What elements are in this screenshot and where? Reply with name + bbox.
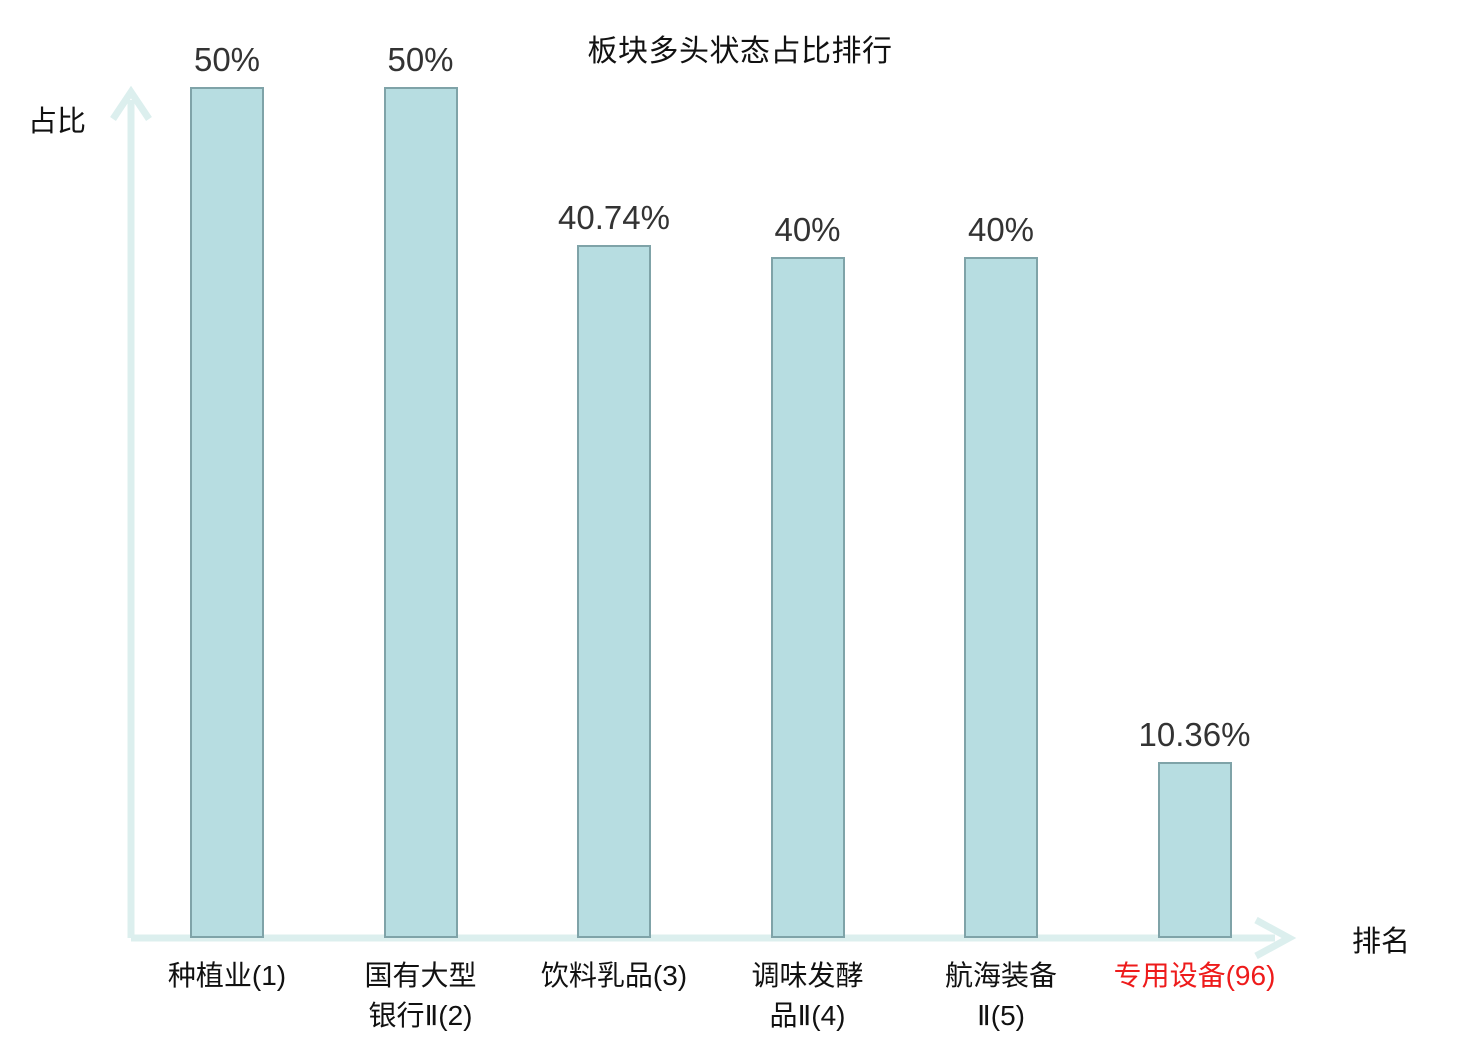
x-axis-tick-label-line: 国有大型 xyxy=(364,960,477,991)
bar-value-label: 50% xyxy=(387,41,454,78)
bar[interactable] xyxy=(770,257,845,938)
bar-value-label: 50% xyxy=(193,41,261,78)
x-axis-tick-label-line: 银行Ⅱ(2) xyxy=(368,1000,473,1031)
bar-group: 50% xyxy=(190,0,264,938)
x-axis-tick-label: 饮料乳品(3) xyxy=(474,956,754,996)
x-axis-tick-label-line: 调味发酵 xyxy=(751,960,864,991)
x-axis-tick-label: 专用设备(96) xyxy=(1055,956,1335,996)
x-axis-tick-label-line: 饮料乳品(3) xyxy=(540,960,688,991)
bar-group: 40% xyxy=(770,155,845,938)
bar[interactable] xyxy=(964,257,1038,938)
x-axis-tick-label-line: 航海装备 xyxy=(944,960,1057,991)
x-axis-tick-label-line: 品Ⅱ(4) xyxy=(769,1000,846,1031)
bar-value-label: 40% xyxy=(774,211,841,249)
bar[interactable] xyxy=(1157,761,1232,938)
x-axis-tick-label: 调味发酵品Ⅱ(4) xyxy=(668,956,948,1036)
bar-group: 40% xyxy=(964,155,1038,938)
x-axis-tick-label-line: 专用设备(96) xyxy=(1113,960,1276,991)
x-axis-tick-label-line: Ⅱ(5) xyxy=(976,1000,1025,1031)
x-axis-tick-label: 国有大型银行Ⅱ(2) xyxy=(281,956,561,1036)
x-axis-tick-label: 种植业(1) xyxy=(87,956,367,996)
bar[interactable] xyxy=(577,244,651,938)
bar-value-label: 40.74% xyxy=(558,198,670,236)
bar-group: 10.36% xyxy=(1139,660,1250,938)
chart-title: 板块多头状态占比排行 xyxy=(587,35,893,68)
y-axis-title: 占比 xyxy=(28,106,87,138)
bar-group: 40.74% xyxy=(558,143,670,938)
x-axis-title: 排名 xyxy=(1352,926,1411,958)
bar[interactable] xyxy=(383,87,458,938)
bar-group: 50% xyxy=(383,0,458,938)
bar-value-label: 40% xyxy=(967,211,1035,249)
bar-value-label: 10.36% xyxy=(1138,715,1251,753)
x-axis-tick-label-line: 种植业(1) xyxy=(167,960,287,991)
bar[interactable] xyxy=(190,87,264,938)
x-axis-tick-label: 航海装备 Ⅱ(5) xyxy=(861,956,1141,1036)
